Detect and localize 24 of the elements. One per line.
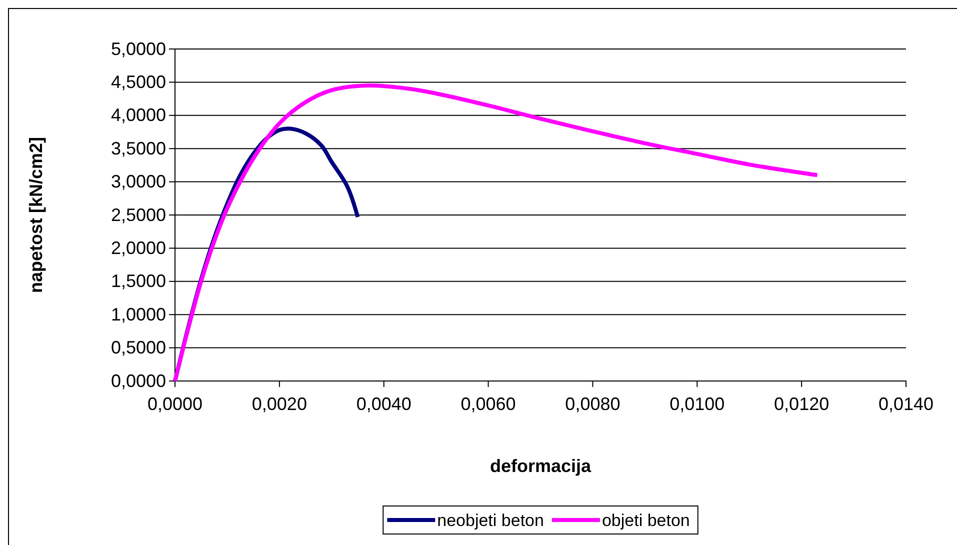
legend-label: neobjeti beton — [437, 511, 544, 530]
x-tick-label: 0,0100 — [670, 394, 725, 414]
y-tick-label: 5,0000 — [110, 38, 166, 59]
legend-label: objeti beton — [602, 511, 690, 530]
x-tick-label: 0,0080 — [565, 394, 620, 414]
y-tick-label: 0,0000 — [110, 370, 166, 391]
y-tick-label: 2,5000 — [110, 204, 166, 225]
y-tick-label: 3,5000 — [110, 138, 166, 158]
x-tick-label: 0,0040 — [356, 394, 412, 414]
x-tick-label: 0,0000 — [147, 394, 203, 414]
x-tick-label: 0,0120 — [774, 394, 830, 414]
y-tick-label: 1,0000 — [110, 304, 166, 324]
x-tick-label: 0,0060 — [460, 394, 516, 414]
y-tick-label: 0,5000 — [110, 338, 166, 358]
y-tick-label: 4,5000 — [110, 72, 166, 92]
y-tick-label: 1,5000 — [110, 271, 166, 292]
y-tick-label: 3,0000 — [110, 172, 166, 192]
y-axis-title: napetost [kN/cm2] — [26, 136, 46, 294]
line-series — [173, 84, 820, 383]
y-tick-label: 4,0000 — [110, 105, 166, 126]
x-tick-label: 0,0020 — [252, 394, 307, 414]
x-axis-title: deformacija — [490, 456, 592, 476]
x-tick-label: 0,0140 — [878, 394, 934, 414]
y-tick-label: 2,0000 — [110, 238, 166, 258]
